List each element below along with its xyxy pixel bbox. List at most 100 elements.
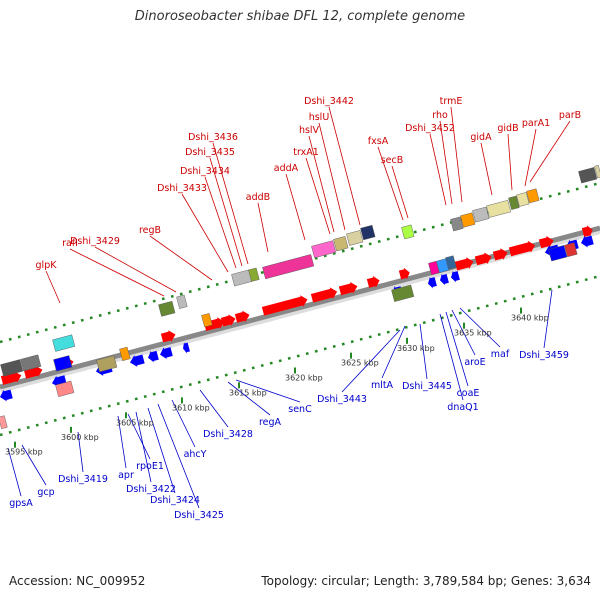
forward-gene-arrow-14-shape [492, 248, 508, 261]
scale-label-3: 3610 kbp [172, 403, 210, 412]
forward-gene-arrow-5 [220, 314, 236, 327]
cog-box-1 [20, 354, 42, 372]
reverse-gene-arrow-10 [451, 270, 460, 283]
cog-box-25 [486, 200, 512, 218]
cog-box-11-shape [248, 267, 260, 282]
cog-box-19 [428, 260, 440, 276]
reverse-gene-arrow-4-shape [148, 350, 159, 363]
cog-box-24-shape [472, 206, 490, 223]
cog-box-33-shape [0, 415, 8, 430]
forward-label-addA: addA [274, 163, 299, 174]
leader-lines-layer [7, 106, 571, 509]
reverse-label-mltA: mltA [371, 380, 394, 391]
cog-box-6-shape [119, 346, 131, 361]
cog-box-14-shape [333, 236, 349, 252]
forward-gene-arrow-8 [310, 287, 338, 303]
leader-Dshi_3433 [181, 193, 229, 273]
forward-label-rho: rho [432, 110, 448, 121]
cog-box-10-shape [231, 269, 253, 287]
forward-label-gidA: gidA [470, 132, 492, 143]
scale-label-6: 3625 kbp [341, 359, 379, 368]
reverse-label-ahcY: ahcY [184, 449, 207, 460]
scale-label-5: 3620 kbp [285, 373, 323, 382]
leader-apr [117, 415, 127, 469]
forward-label-regB: regB [139, 225, 161, 236]
cog-box-3-shape [53, 355, 73, 372]
cog-box-15-shape [346, 230, 364, 246]
reverse-gene-arrow-5-shape [160, 347, 173, 360]
scale-label-0: 3595 kbp [5, 448, 43, 457]
leader-parA1 [524, 128, 537, 187]
leader-trmE [450, 106, 463, 203]
forward-gene-arrow-14 [492, 248, 508, 261]
scale-label-8: 3635 kbp [454, 329, 492, 338]
forward-label-gidB: gidB [497, 123, 518, 134]
leader-Dshi_3425 [157, 403, 200, 509]
cog-box-24 [472, 206, 490, 223]
cog-box-0-shape [0, 359, 24, 377]
reverse-label-Dshi_3428: Dshi_3428 [203, 429, 253, 440]
cog-box-7-shape [158, 300, 176, 317]
cog-box-18-shape [401, 224, 415, 240]
cog-box-30 [564, 242, 578, 258]
reverse-label-dnaQ1: dnaQ1 [447, 402, 478, 413]
reverse-label-Dshi_3422: Dshi_3422 [126, 484, 176, 495]
forward-label-Dshi_3435: Dshi_3435 [185, 147, 235, 158]
forward-gene-arrow-13-shape [474, 252, 492, 266]
cog-box-10 [231, 269, 253, 287]
forward-gene-arrow-4 [203, 317, 225, 332]
leader-Dshi_3443 [341, 329, 401, 393]
leader-aroE [451, 309, 476, 356]
cog-box-13-shape [311, 240, 337, 259]
reverse-gene-arrow-4 [148, 350, 159, 363]
forward-gene-arrow-13 [474, 252, 492, 266]
leader-gidB [507, 133, 513, 191]
forward-gene-arrow-4-shape [203, 317, 225, 332]
features-layer [0, 164, 600, 430]
forward-label-Dshi_3436: Dshi_3436 [188, 132, 238, 143]
forward-label-Dshi_3429: Dshi_3429 [70, 236, 120, 247]
cog-box-25-shape [486, 200, 512, 218]
cog-box-8 [176, 294, 188, 309]
forward-gene-arrow-7 [261, 295, 308, 316]
leader-Dshi_3445 [419, 323, 428, 380]
forward-label-fxsA: fxsA [368, 136, 389, 147]
cog-box-22 [450, 216, 464, 232]
forward-gene-arrow-0-shape [0, 371, 22, 385]
leader-hslU [318, 122, 346, 231]
cog-box-33 [0, 415, 8, 430]
cog-box-22-shape [450, 216, 464, 232]
cog-box-27-shape [516, 192, 530, 207]
leader-dnaQ1 [439, 313, 464, 401]
leader-addA [285, 173, 306, 241]
forward-label-hslU: hslU [309, 112, 330, 123]
cog-box-26 [508, 195, 520, 210]
leader-gpsA [7, 447, 22, 497]
leader-glpK [45, 270, 61, 304]
forward-gene-arrow-11 [398, 267, 410, 280]
leader-Dshi_3419 [77, 431, 84, 473]
reverse-gene-arrow-5 [160, 347, 173, 360]
reverse-label-Dshi_3459: Dshi_3459 [519, 350, 569, 361]
reverse-gene-arrow-8-shape [428, 276, 437, 289]
forward-gene-arrow-12-shape [454, 257, 474, 271]
cog-box-16 [360, 224, 376, 241]
reverse-gene-arrow-9-shape [440, 273, 449, 286]
cog-box-8-shape [176, 294, 188, 309]
forward-label-hslV: hslV [299, 125, 320, 136]
leader-trxA1 [305, 157, 331, 235]
leader-secB [391, 165, 409, 219]
cog-box-29 [548, 245, 568, 262]
cog-box-0 [0, 359, 24, 377]
cog-box-21 [445, 255, 457, 270]
leader-maf [459, 307, 501, 348]
leader-gidA [480, 142, 493, 196]
cog-box-2 [52, 334, 76, 352]
forward-gene-arrow-3 [160, 330, 176, 343]
reverse-label-aroE: aroE [464, 357, 485, 368]
reverse-label-Dshi_3424: Dshi_3424 [150, 495, 200, 506]
forward-gene-arrow-0 [0, 371, 22, 385]
leader-Dshi_3442 [328, 106, 361, 226]
map-title: Dinoroseobacter shibae DFL 12, complete … [134, 9, 466, 24]
